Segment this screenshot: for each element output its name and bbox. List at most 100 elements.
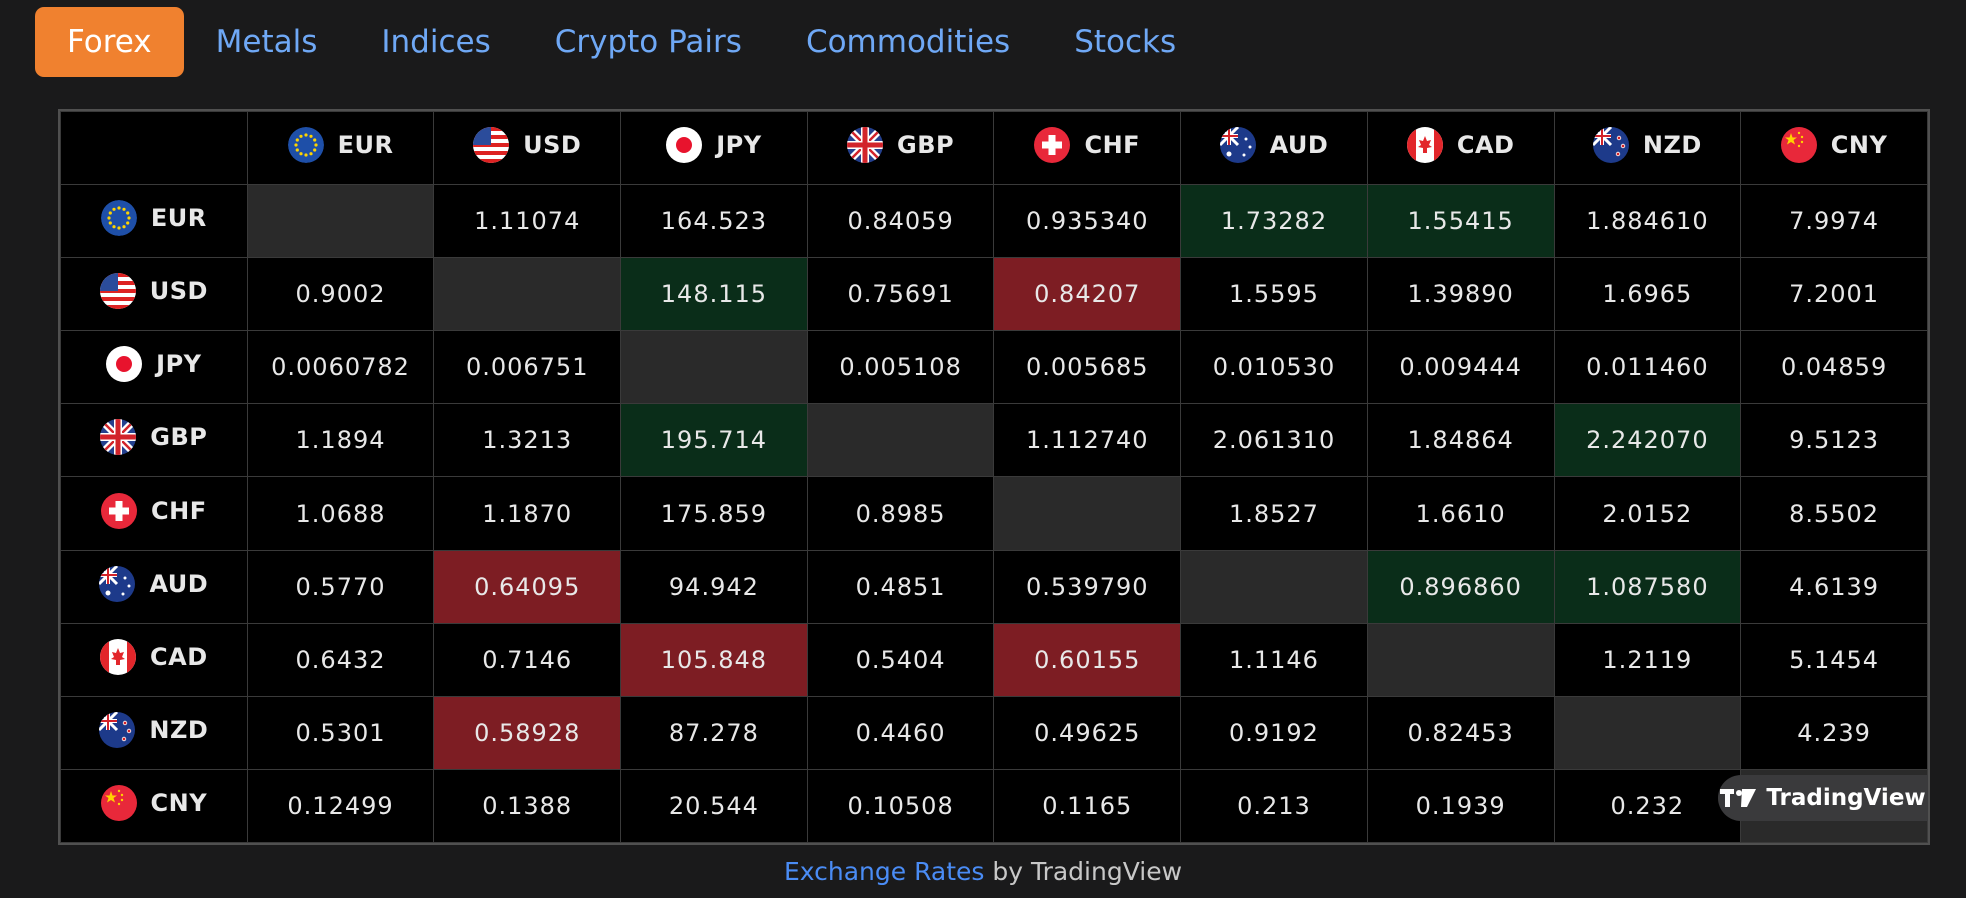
rate-cell-cad-chf[interactable]: 0.60155 — [993, 622, 1182, 697]
rate-cell-gbp-aud[interactable]: 2.061310 — [1180, 403, 1368, 478]
rate-cell-jpy-cny[interactable]: 0.04859 — [1740, 330, 1928, 405]
rate-cell-usd-jpy[interactable]: 148.115 — [620, 257, 808, 332]
tradingview-badge[interactable]: TradingView — [1718, 775, 1928, 821]
rate-cell-cad-cny[interactable]: 5.1454 — [1740, 622, 1928, 697]
row-header-nzd: NZD — [60, 695, 248, 770]
row-header-content: EUR — [100, 200, 207, 237]
rate-cell-nzd-chf[interactable]: 0.49625 — [993, 695, 1182, 770]
rate-cell-cad-aud[interactable]: 1.1146 — [1180, 622, 1368, 697]
rate-cell-aud-chf[interactable]: 0.539790 — [993, 549, 1182, 624]
rate-cell-jpy-cad[interactable]: 0.009444 — [1366, 330, 1555, 405]
rate-cell-usd-gbp[interactable]: 0.75691 — [806, 257, 995, 332]
aud-flag-icon — [99, 565, 136, 602]
row-header-content: AUD — [99, 565, 209, 602]
rate-cell-cad-jpy[interactable]: 105.848 — [620, 622, 808, 697]
rate-cell-gbp-cny[interactable]: 9.5123 — [1740, 403, 1928, 478]
rate-cell-nzd-cad[interactable]: 0.82453 — [1366, 695, 1555, 770]
rate-cell-chf-usd[interactable]: 1.1870 — [433, 476, 622, 551]
rate-cell-jpy-gbp[interactable]: 0.005108 — [806, 330, 995, 405]
rate-cell-chf-aud[interactable]: 1.8527 — [1180, 476, 1368, 551]
tab-stocks[interactable]: Stocks — [1074, 24, 1177, 60]
rate-cell-cad-nzd[interactable]: 1.2119 — [1553, 622, 1742, 697]
rate-cell-jpy-aud[interactable]: 0.010530 — [1180, 330, 1368, 405]
rate-cell-usd-chf[interactable]: 0.84207 — [993, 257, 1182, 332]
gbp-flag-icon — [847, 127, 884, 164]
rate-cell-cny-aud[interactable]: 0.213 — [1180, 768, 1368, 843]
table-row: CHF 1.0688 1.1870 175.859 0.8985 1.8527 1.6610… — [60, 476, 1928, 551]
rate-cell-nzd-jpy[interactable]: 87.278 — [620, 695, 808, 770]
rate-cell-cny-nzd[interactable]: 0.232 — [1553, 768, 1742, 843]
rate-cell-eur-usd[interactable]: 1.11074 — [433, 184, 622, 259]
rate-cell-usd-aud[interactable]: 1.5595 — [1180, 257, 1368, 332]
eur-flag-icon — [287, 127, 324, 164]
rate-cell-nzd-cny[interactable]: 4.239 — [1740, 695, 1928, 770]
rate-cell-chf-cny[interactable]: 8.5502 — [1740, 476, 1928, 551]
tab-indices[interactable]: Indices — [381, 24, 491, 60]
rate-cell-cad-eur[interactable]: 0.6432 — [246, 622, 435, 697]
rate-cell-cad-gbp[interactable]: 0.5404 — [806, 622, 995, 697]
rate-cell-gbp-usd[interactable]: 1.3213 — [433, 403, 622, 478]
rate-cell-nzd-gbp[interactable]: 0.4460 — [806, 695, 995, 770]
rate-cell-cny-jpy[interactable]: 20.544 — [620, 768, 808, 843]
rate-cell-eur-nzd[interactable]: 1.884610 — [1553, 184, 1742, 259]
rate-cell-eur-jpy[interactable]: 164.523 — [620, 184, 808, 259]
rate-cell-gbp-eur[interactable]: 1.1894 — [246, 403, 435, 478]
tab-commodities[interactable]: Commodities — [805, 24, 1011, 60]
rate-cell-eur-aud[interactable]: 1.73282 — [1180, 184, 1368, 259]
rate-cell-eur-cad[interactable]: 1.55415 — [1366, 184, 1555, 259]
rate-cell-gbp-jpy[interactable]: 195.714 — [620, 403, 808, 478]
rate-cell-aud-gbp[interactable]: 0.4851 — [806, 549, 995, 624]
rate-cell-aud-eur[interactable]: 0.5770 — [246, 549, 435, 624]
row-header-chf: CHF — [60, 476, 248, 551]
rate-cell-aud-jpy[interactable]: 94.942 — [620, 549, 808, 624]
tradingview-logo-icon — [1720, 789, 1757, 807]
diagonal-cell — [620, 330, 808, 405]
rate-cell-nzd-usd[interactable]: 0.58928 — [433, 695, 622, 770]
rate-cell-chf-cad[interactable]: 1.6610 — [1366, 476, 1555, 551]
diagonal-cell — [1553, 695, 1742, 770]
exchange-rates-link[interactable]: Exchange Rates — [783, 857, 985, 886]
rate-cell-eur-gbp[interactable]: 0.84059 — [806, 184, 995, 259]
rate-cell-aud-nzd[interactable]: 1.087580 — [1553, 549, 1742, 624]
rate-cell-cny-usd[interactable]: 0.1388 — [433, 768, 622, 843]
rate-cell-chf-nzd[interactable]: 2.0152 — [1553, 476, 1742, 551]
diagonal-cell — [806, 403, 995, 478]
rate-cell-gbp-nzd[interactable]: 2.242070 — [1553, 403, 1742, 478]
tab-crypto-pairs[interactable]: Crypto Pairs — [554, 24, 742, 60]
rate-cell-cad-usd[interactable]: 0.7146 — [433, 622, 622, 697]
row-header-label: AUD — [149, 569, 209, 598]
rate-cell-eur-cny[interactable]: 7.9974 — [1740, 184, 1928, 259]
rate-cell-jpy-usd[interactable]: 0.006751 — [433, 330, 622, 405]
tab-metals[interactable]: Metals — [215, 24, 318, 60]
rate-cell-jpy-nzd[interactable]: 0.011460 — [1553, 330, 1742, 405]
rate-cell-nzd-eur[interactable]: 0.5301 — [246, 695, 435, 770]
diagonal-cell — [1366, 622, 1555, 697]
diagonal-cell — [246, 184, 435, 259]
rate-cell-chf-gbp[interactable]: 0.8985 — [806, 476, 995, 551]
rate-cell-cny-eur[interactable]: 0.12499 — [246, 768, 435, 843]
rate-cell-eur-chf[interactable]: 0.935340 — [993, 184, 1182, 259]
rate-cell-cny-chf[interactable]: 0.1165 — [993, 768, 1182, 843]
rate-cell-gbp-cad[interactable]: 1.84864 — [1366, 403, 1555, 478]
rate-cell-usd-nzd[interactable]: 1.6965 — [1553, 257, 1742, 332]
rate-cell-cny-cad[interactable]: 0.1939 — [1366, 768, 1555, 843]
rate-cell-cny-gbp[interactable]: 0.10508 — [806, 768, 995, 843]
rate-cell-usd-cny[interactable]: 7.2001 — [1740, 257, 1928, 332]
diagonal-cell — [1180, 549, 1368, 624]
rate-cell-aud-cad[interactable]: 0.896860 — [1366, 549, 1555, 624]
rate-cell-usd-eur[interactable]: 0.9002 — [246, 257, 435, 332]
column-header-label: CNY — [1830, 131, 1888, 160]
rate-cell-jpy-eur[interactable]: 0.0060782 — [246, 330, 435, 405]
footer-suffix: by TradingView — [984, 857, 1183, 886]
tab-forex[interactable]: Forex — [35, 7, 184, 77]
rate-cell-nzd-aud[interactable]: 0.9192 — [1180, 695, 1368, 770]
rate-cell-aud-usd[interactable]: 0.64095 — [433, 549, 622, 624]
rate-cell-aud-cny[interactable]: 4.6139 — [1740, 549, 1928, 624]
rate-cell-jpy-chf[interactable]: 0.005685 — [993, 330, 1182, 405]
rate-cell-chf-jpy[interactable]: 175.859 — [620, 476, 808, 551]
corner-cell — [60, 111, 248, 186]
row-header-content: JPY — [106, 346, 201, 383]
rate-cell-chf-eur[interactable]: 1.0688 — [246, 476, 435, 551]
rate-cell-usd-cad[interactable]: 1.39890 — [1366, 257, 1555, 332]
rate-cell-gbp-chf[interactable]: 1.112740 — [993, 403, 1182, 478]
